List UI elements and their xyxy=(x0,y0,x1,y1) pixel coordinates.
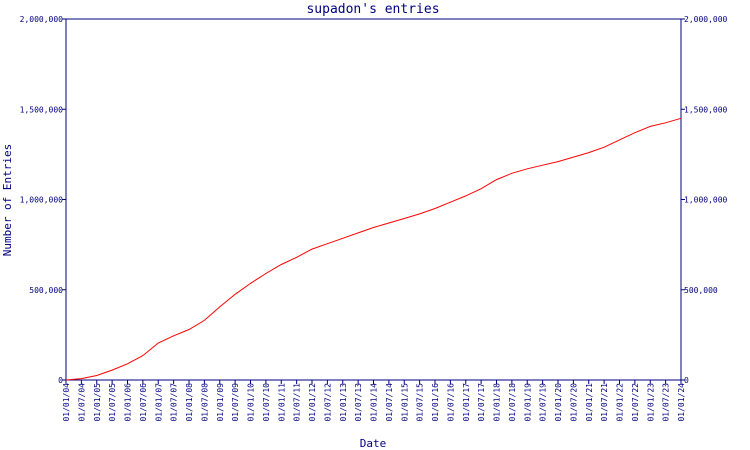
x-tick-label: 01/01/23 xyxy=(646,383,655,422)
x-tick-label: 01/01/17 xyxy=(462,383,471,422)
x-axis-label: Date xyxy=(360,437,387,450)
x-axis: 01/01/04 01/07/04 01/01/05 01/07/05 01/01/06… xyxy=(62,380,686,422)
x-tick-label: 01/07/07 xyxy=(170,383,179,422)
x-tick-label: 01/07/04 xyxy=(77,383,86,422)
x-tick-label: 01/01/07 xyxy=(154,383,163,422)
x-tick-label: 01/07/22 xyxy=(631,383,640,422)
series-layer xyxy=(65,117,682,381)
y-tick-label-right: 0 xyxy=(684,376,689,385)
x-tick-label: 01/07/09 xyxy=(231,383,240,422)
x-tick-label: 01/01/09 xyxy=(216,383,225,422)
x-tick-label: 01/01/05 xyxy=(93,383,102,422)
x-tick-label: 01/01/12 xyxy=(308,383,317,422)
x-tick-label: 01/01/19 xyxy=(523,383,532,422)
y-tick-label-left: 500,000 xyxy=(29,286,63,295)
x-tick-label: 01/07/16 xyxy=(446,383,455,422)
y-tick-label-left: 0 xyxy=(58,376,63,385)
x-tick-label: 01/01/20 xyxy=(554,383,563,422)
x-tick-label: 01/07/21 xyxy=(600,383,609,422)
y-axis-left: 0 500,000 1,000,000 1,500,000 2,000,000 xyxy=(20,15,66,385)
x-tick-label: 01/07/05 xyxy=(108,383,117,422)
x-tick-label: 01/01/18 xyxy=(493,383,502,422)
x-tick-label: 01/01/15 xyxy=(400,383,409,422)
x-tick-label: 01/01/04 xyxy=(62,383,71,422)
x-tick-label: 01/01/14 xyxy=(370,383,379,422)
x-tick-label: 01/07/23 xyxy=(662,383,671,422)
x-tick-label: 01/07/14 xyxy=(385,383,394,422)
y-tick-label-right: 1,500,000 xyxy=(684,105,728,114)
x-tick-label: 01/01/11 xyxy=(277,383,286,422)
y-tick-label-left: 1,500,000 xyxy=(20,105,64,114)
y-tick-label-left: 1,000,000 xyxy=(20,196,64,205)
x-tick-label: 01/07/12 xyxy=(323,383,332,422)
x-tick-label: 01/01/21 xyxy=(585,383,594,422)
x-tick-label: 01/01/22 xyxy=(616,383,625,422)
x-tick-label: 01/01/08 xyxy=(185,383,194,422)
plot-frame xyxy=(65,18,682,381)
x-tick-label: 01/01/13 xyxy=(339,383,348,422)
y-tick-label-left: 2,000,000 xyxy=(20,15,64,24)
x-tick-label: 01/07/08 xyxy=(200,383,209,422)
y-tick-label-right: 1,000,000 xyxy=(684,196,728,205)
x-tick-label: 01/07/17 xyxy=(477,383,486,422)
x-tick-label: 01/07/11 xyxy=(293,383,302,422)
x-tick-label: 01/01/16 xyxy=(431,383,440,422)
x-tick-label: 01/07/19 xyxy=(539,383,548,422)
series-line xyxy=(65,117,682,381)
y-tick-label-right: 500,000 xyxy=(684,286,718,295)
x-tick-label: 01/07/10 xyxy=(262,383,271,422)
y-axis-label: Number of Entries xyxy=(1,144,14,257)
x-tick-label: 01/01/06 xyxy=(124,383,133,422)
y-axis-right: 0 500,000 1,000,000 1,500,000 2,000,000 xyxy=(681,15,728,385)
x-tick-label: 01/07/06 xyxy=(139,383,148,422)
y-tick-label-right: 2,000,000 xyxy=(684,15,728,24)
x-tick-label: 01/01/10 xyxy=(247,383,256,422)
x-tick-label: 01/07/18 xyxy=(508,383,517,422)
chart-title: supadon's entries xyxy=(306,2,439,17)
x-tick-label: 01/07/15 xyxy=(416,383,425,422)
x-tick-label: 01/07/20 xyxy=(569,383,578,422)
x-tick-label: 01/07/13 xyxy=(354,383,363,422)
x-tick-label: 01/01/24 xyxy=(677,383,686,422)
